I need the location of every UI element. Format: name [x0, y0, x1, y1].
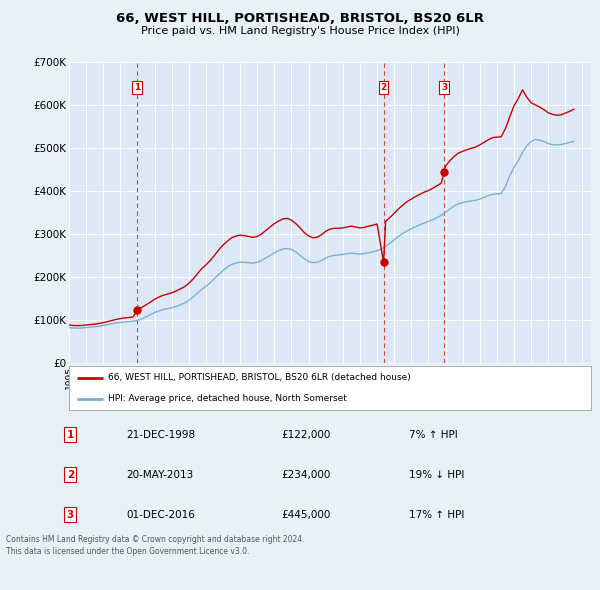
Text: Contains HM Land Registry data © Crown copyright and database right 2024.
This d: Contains HM Land Registry data © Crown c… — [6, 535, 305, 556]
Text: 66, WEST HILL, PORTISHEAD, BRISTOL, BS20 6LR: 66, WEST HILL, PORTISHEAD, BRISTOL, BS20… — [116, 12, 484, 25]
Text: 7% ↑ HPI: 7% ↑ HPI — [409, 430, 458, 440]
Text: Price paid vs. HM Land Registry's House Price Index (HPI): Price paid vs. HM Land Registry's House … — [140, 26, 460, 35]
Text: 3: 3 — [67, 510, 74, 520]
Text: 66, WEST HILL, PORTISHEAD, BRISTOL, BS20 6LR (detached house): 66, WEST HILL, PORTISHEAD, BRISTOL, BS20… — [108, 373, 411, 382]
Text: 2: 2 — [380, 83, 386, 92]
Text: 3: 3 — [441, 83, 447, 92]
Text: 01-DEC-2016: 01-DEC-2016 — [127, 510, 195, 520]
Text: 17% ↑ HPI: 17% ↑ HPI — [409, 510, 465, 520]
Text: £445,000: £445,000 — [281, 510, 331, 520]
Text: HPI: Average price, detached house, North Somerset: HPI: Average price, detached house, Nort… — [108, 395, 347, 404]
Text: 1: 1 — [67, 430, 74, 440]
Text: £234,000: £234,000 — [281, 470, 331, 480]
Text: £122,000: £122,000 — [281, 430, 331, 440]
Text: 21-DEC-1998: 21-DEC-1998 — [127, 430, 196, 440]
Text: 1: 1 — [134, 83, 140, 92]
Text: 2: 2 — [67, 470, 74, 480]
Text: 19% ↓ HPI: 19% ↓ HPI — [409, 470, 465, 480]
Text: 20-MAY-2013: 20-MAY-2013 — [127, 470, 194, 480]
